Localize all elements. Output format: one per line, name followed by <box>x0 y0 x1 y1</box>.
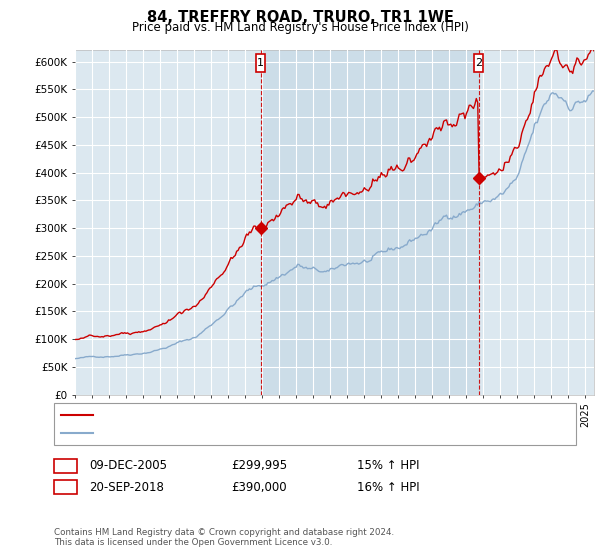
Bar <box>256 54 265 72</box>
Text: 84, TREFFRY ROAD, TRURO, TR1 1WE: 84, TREFFRY ROAD, TRURO, TR1 1WE <box>146 10 454 25</box>
Text: 09-DEC-2005: 09-DEC-2005 <box>89 459 167 473</box>
Text: 15% ↑ HPI: 15% ↑ HPI <box>357 459 419 473</box>
Text: 20-SEP-2018: 20-SEP-2018 <box>89 480 164 494</box>
Bar <box>474 54 484 72</box>
Text: Contains HM Land Registry data © Crown copyright and database right 2024.
This d: Contains HM Land Registry data © Crown c… <box>54 528 394 547</box>
Text: 2: 2 <box>62 480 69 494</box>
Text: £299,995: £299,995 <box>231 459 287 473</box>
Text: 1: 1 <box>62 459 69 473</box>
Text: 16% ↑ HPI: 16% ↑ HPI <box>357 480 419 494</box>
Text: £390,000: £390,000 <box>231 480 287 494</box>
Text: 1: 1 <box>257 58 265 68</box>
Bar <box>261 50 479 395</box>
Text: 2: 2 <box>475 58 482 68</box>
Text: Price paid vs. HM Land Registry's House Price Index (HPI): Price paid vs. HM Land Registry's House … <box>131 21 469 34</box>
Text: 84, TREFFRY ROAD, TRURO, TR1 1WE (detached house): 84, TREFFRY ROAD, TRURO, TR1 1WE (detach… <box>97 410 401 420</box>
Text: HPI: Average price, detached house, Cornwall: HPI: Average price, detached house, Corn… <box>97 428 347 438</box>
